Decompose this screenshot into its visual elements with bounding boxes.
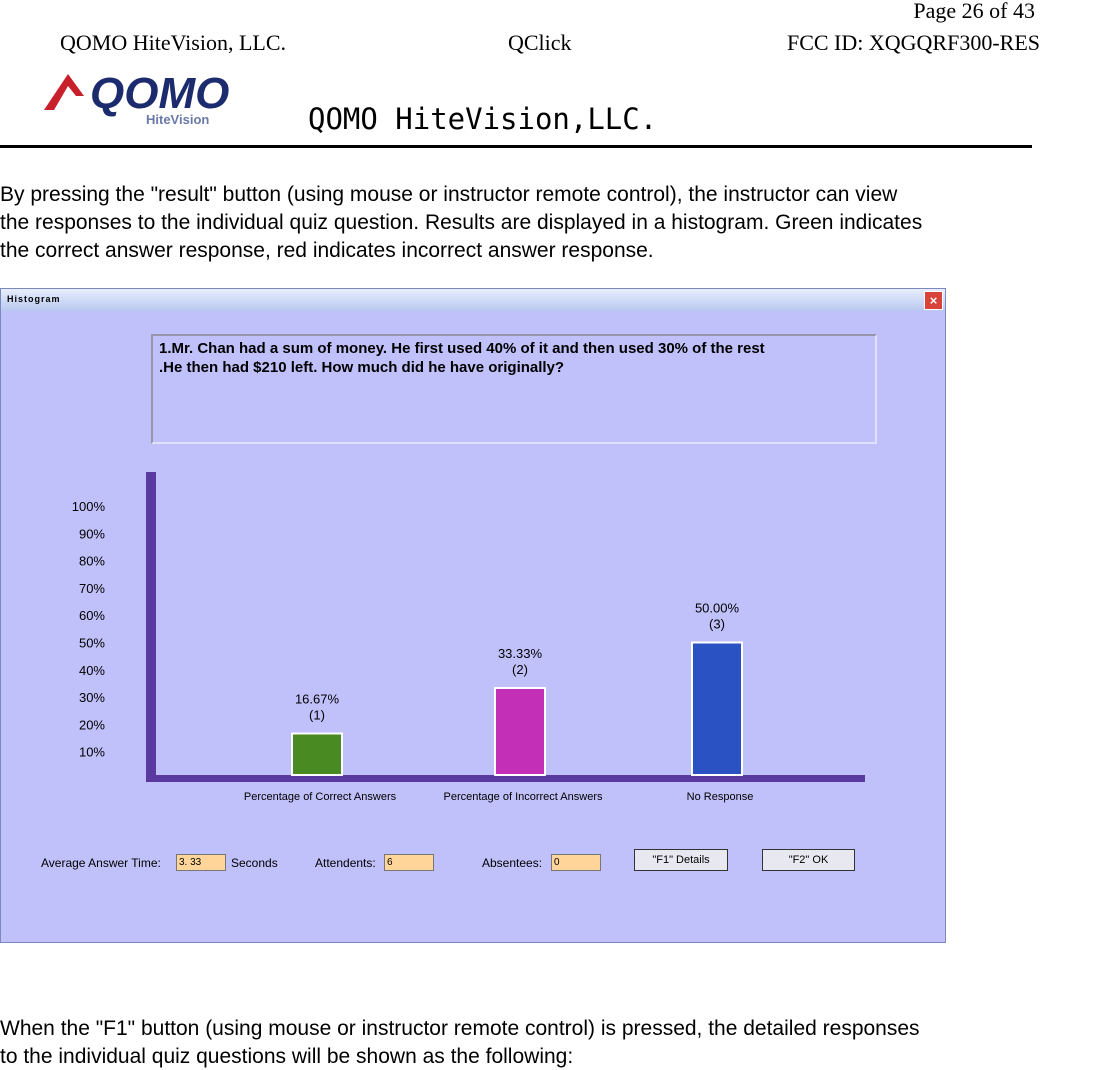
outro-line: When the "F1" button (using mouse or ins… — [0, 1017, 920, 1040]
y-tick-label: 70% — [79, 581, 105, 596]
outro-line: to the individual quiz questions will be… — [0, 1045, 574, 1068]
count-label: (1) — [309, 707, 325, 722]
x-tick-label: Percentage of Correct Answers — [243, 791, 397, 803]
fcc-id: FCC ID: XQGQRF300-RES — [786, 30, 1040, 55]
logo-mark — [44, 74, 84, 110]
avg-unit: Seconds — [231, 856, 278, 870]
y-tick-label: 20% — [79, 717, 105, 732]
value-label: 33.33% — [498, 646, 543, 661]
absent-input[interactable]: 0 — [551, 854, 601, 871]
banner: QOMO HiteVision,LLC. — [308, 102, 658, 136]
y-tick-label: 40% — [79, 663, 105, 678]
histogram-window: Histogram × 1.Mr. Chan had a sum of mone… — [0, 288, 946, 943]
logo-subtext: HiteVision — [146, 112, 209, 127]
count-label: (2) — [512, 662, 528, 677]
x-tick-label: Percentage of Incorrect Answers — [443, 791, 603, 803]
page-number: Page 26 of 43 — [913, 0, 1035, 23]
ok-button[interactable]: "F2" OK — [762, 849, 855, 871]
avg-input[interactable]: 3. 33 — [176, 854, 226, 871]
y-axis — [146, 472, 156, 782]
close-button[interactable]: × — [924, 291, 943, 310]
question-box — [151, 334, 877, 444]
window-title: Histogram — [7, 294, 61, 304]
company: QOMO HiteVision, LLC. — [60, 30, 287, 55]
logo: QOMO HiteVision — [44, 69, 229, 127]
y-tick-label: 30% — [79, 690, 105, 705]
bar — [494, 687, 546, 776]
attend-label: Attendents: — [315, 856, 376, 870]
x-axis — [146, 775, 865, 782]
y-tick-label: 50% — [79, 636, 105, 651]
count-label: (3) — [709, 617, 725, 632]
value-label: 50.00% — [695, 601, 740, 616]
details-button[interactable]: "F1" Details — [634, 849, 728, 871]
y-tick-label: 100% — [72, 499, 106, 514]
title-bar — [1, 289, 945, 311]
attend-input[interactable]: 6 — [384, 854, 434, 871]
bar — [291, 732, 343, 777]
value-label: 16.67% — [295, 691, 340, 706]
header-rule — [0, 145, 1032, 148]
question-line: .He then had $210 left. How much did he … — [159, 359, 565, 376]
product: QClick — [508, 30, 572, 55]
bar — [691, 641, 743, 776]
intro-line: the correct answer response, red indicat… — [0, 239, 654, 262]
absent-label: Absentees: — [482, 856, 543, 870]
y-tick-label: 10% — [79, 745, 105, 760]
question-line: 1.Mr. Chan had a sum of money. He first … — [159, 340, 765, 357]
x-tick-label: No Response — [686, 791, 754, 803]
intro-line: the responses to the individual quiz que… — [0, 211, 923, 234]
intro-line: By pressing the "result" button (using m… — [0, 183, 898, 206]
avg-label: Average Answer Time: — [41, 856, 161, 870]
y-tick-label: 90% — [79, 526, 105, 541]
y-tick-label: 60% — [79, 608, 105, 623]
y-tick-label: 80% — [79, 554, 105, 569]
logo-text: QOMO — [90, 69, 229, 118]
